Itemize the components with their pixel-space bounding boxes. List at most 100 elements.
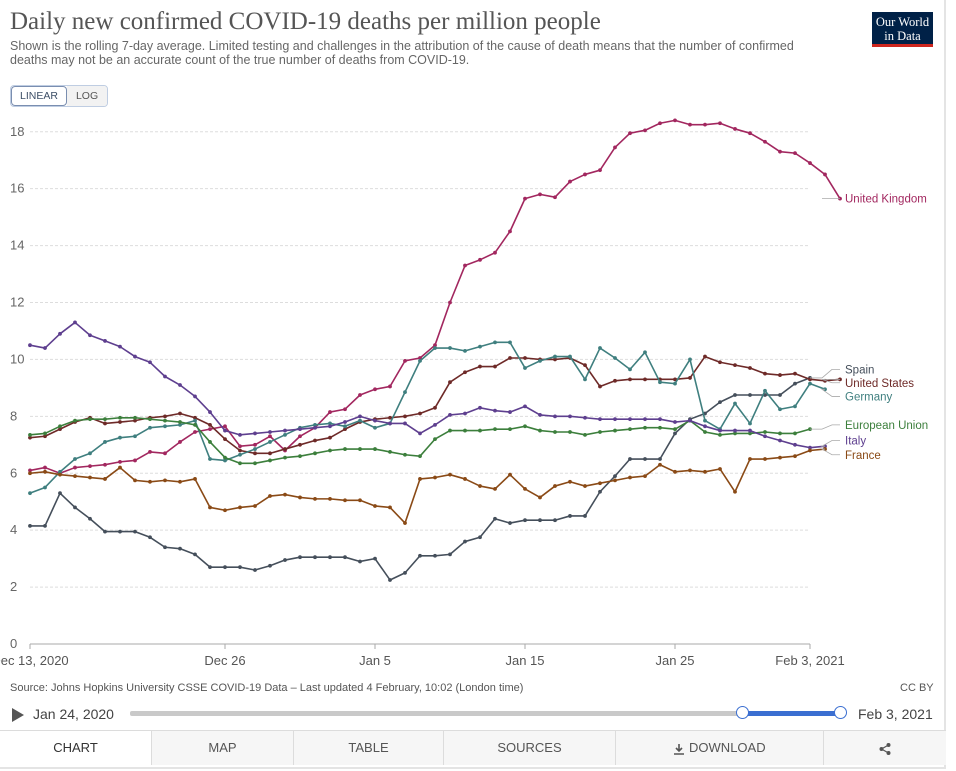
tab-share[interactable]	[823, 731, 946, 765]
data-point-italy-39	[613, 417, 617, 422]
y-tick-label-6: 6	[10, 465, 17, 480]
timeline-start-handle[interactable]	[736, 706, 749, 719]
data-point-italy-7	[133, 354, 137, 359]
data-point-france-50	[778, 455, 782, 460]
data-point-european-union-17	[283, 455, 287, 460]
data-point-european-union-46	[718, 432, 722, 437]
data-point-france-9	[163, 478, 167, 483]
data-point-france-30	[478, 484, 482, 488]
data-point-france-20	[328, 496, 332, 501]
data-point-united-states-10	[178, 411, 182, 416]
log-scale-button[interactable]: LOG	[66, 86, 108, 106]
data-point-spain-21	[343, 555, 347, 560]
data-point-france-23	[373, 504, 377, 508]
data-point-germany-6	[118, 435, 122, 440]
data-point-germany-32	[508, 340, 512, 345]
play-icon[interactable]	[12, 708, 24, 722]
data-point-european-union-27	[433, 437, 437, 442]
data-point-united-states-32	[508, 356, 512, 360]
data-point-germany-1	[43, 485, 47, 490]
y-tick-label-8: 8	[10, 408, 17, 423]
data-point-united-states-52	[808, 377, 812, 382]
data-point-france-47	[733, 489, 737, 494]
data-point-germany-8	[148, 425, 152, 430]
chart-subtitle: Shown is the rolling 7-day average. Limi…	[10, 39, 794, 67]
data-point-european-union-15	[253, 461, 257, 466]
data-point-italy-6	[118, 344, 122, 349]
tab-sources[interactable]: SOURCES	[443, 731, 615, 765]
data-point-germany-17	[283, 432, 287, 437]
data-point-european-union-7	[133, 415, 137, 420]
data-point-france-48	[748, 457, 752, 461]
data-point-france-10	[178, 479, 182, 484]
data-point-european-union-40	[628, 427, 632, 432]
leader-line-spain	[810, 368, 840, 379]
data-point-spain-30	[478, 535, 482, 540]
timeline-track[interactable]	[130, 711, 842, 716]
data-point-italy-22	[358, 414, 362, 419]
tab-map[interactable]: MAP	[151, 731, 293, 765]
tab-table[interactable]: TABLE	[293, 731, 443, 765]
data-point-germany-27	[433, 346, 437, 350]
data-point-european-union-16	[268, 458, 272, 463]
data-point-european-union-48	[748, 431, 752, 436]
data-point-united-states-28	[448, 380, 452, 385]
data-point-united-kingdom-9	[163, 451, 167, 456]
data-point-united-states-24	[388, 415, 392, 420]
timeline-end-handle[interactable]	[834, 706, 847, 719]
data-point-united-states-47	[733, 363, 737, 368]
data-point-france-43	[673, 469, 677, 474]
data-point-germany-36	[568, 354, 572, 359]
series-label-france: France	[845, 450, 881, 462]
data-point-germany-10	[178, 422, 182, 427]
data-point-italy-40	[628, 417, 632, 422]
data-point-germany-20	[328, 421, 332, 426]
y-tick-label-4: 4	[10, 522, 17, 537]
data-point-united-states-35	[553, 357, 557, 362]
tab-chart[interactable]: CHART	[0, 731, 151, 765]
tab-download[interactable]: DOWNLOAD	[615, 731, 823, 765]
data-point-united-states-41	[643, 377, 647, 382]
linear-scale-button[interactable]: LINEAR	[11, 86, 67, 106]
data-point-european-union-51	[793, 431, 797, 436]
data-point-germany-13	[223, 458, 227, 463]
series-line-italy	[29, 321, 826, 449]
data-point-european-union-20	[328, 448, 332, 453]
data-point-united-kingdom-38	[598, 168, 602, 173]
data-point-germany-2	[58, 469, 62, 474]
data-point-italy-33	[523, 404, 527, 409]
data-point-france-18	[298, 495, 302, 500]
data-point-european-union-31	[493, 427, 497, 432]
data-point-united-states-25	[403, 414, 407, 419]
data-point-spain-17	[283, 558, 287, 562]
data-point-italy-38	[598, 417, 602, 422]
data-point-germany-43	[673, 381, 677, 386]
data-point-spain-23	[373, 556, 377, 561]
data-point-germany-12	[208, 457, 212, 461]
data-point-france-14	[238, 505, 242, 510]
license-link[interactable]: CC BY	[900, 682, 934, 694]
data-point-france-37	[583, 484, 587, 488]
data-point-germany-19	[313, 422, 317, 427]
owid-logo[interactable]: Our World in Data	[872, 12, 933, 47]
data-point-germany-35	[553, 354, 557, 359]
data-point-united-states-0	[28, 435, 32, 440]
data-point-france-0	[28, 471, 32, 476]
data-point-european-union-23	[373, 447, 377, 451]
data-point-european-union-26	[418, 454, 422, 459]
data-point-united-kingdom-40	[628, 131, 632, 136]
x-tick-label-5: Feb 3, 2021	[775, 653, 844, 668]
data-point-united-kingdom-6	[118, 459, 122, 464]
data-point-france-27	[433, 475, 437, 480]
data-point-united-kingdom-42	[658, 121, 662, 126]
data-point-united-states-29	[463, 370, 467, 375]
data-point-european-union-33	[523, 424, 527, 429]
data-point-germany-7	[133, 434, 137, 439]
y-tick-label-14: 14	[10, 238, 24, 253]
data-point-germany-48	[748, 421, 752, 426]
data-point-united-kingdom-3	[73, 465, 77, 470]
data-point-united-states-7	[133, 418, 137, 423]
data-point-italy-35	[553, 414, 557, 419]
